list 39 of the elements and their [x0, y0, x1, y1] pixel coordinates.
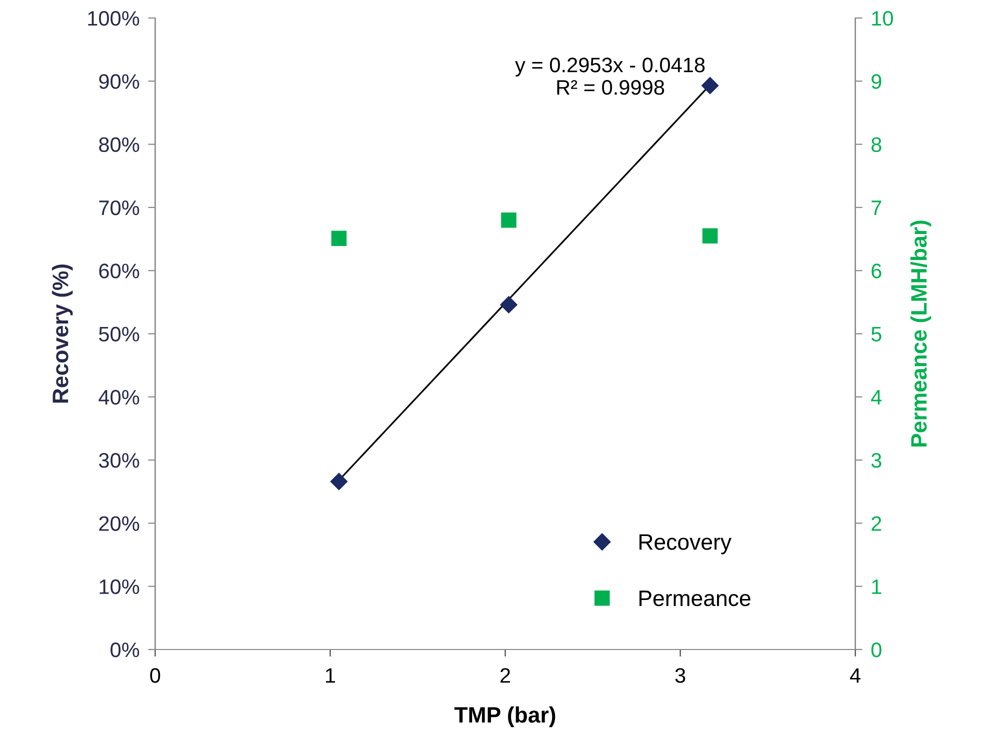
- legend-label: Permeance: [639, 590, 750, 606]
- point: [331, 230, 347, 246]
- y-tick-label: 80%: [99, 137, 140, 152]
- y-tick-label: 50%: [99, 326, 140, 342]
- x-tick-label: 0: [150, 668, 160, 683]
- y2-tick-label: 7: [872, 200, 882, 215]
- y-tick-label: 0%: [110, 642, 140, 658]
- annotation: y = 0.2953x - 0.0418 R² = 0.9998: [515, 58, 705, 95]
- x-tick-label: 3: [675, 668, 686, 683]
- y-tick-label: 70%: [99, 200, 140, 216]
- y-tick-label: 60%: [99, 264, 140, 278]
- y2-tick-label: 5: [871, 326, 882, 342]
- y2-tick-label: 2: [872, 516, 882, 531]
- y2-tick-label: 6: [872, 264, 882, 278]
- y2-tick-label: 1: [872, 580, 882, 594]
- y-tick-label: 20%: [99, 516, 140, 531]
- x-tick-label: 4: [850, 668, 861, 683]
- y-tick-label: 100%: [88, 11, 140, 26]
- point: [701, 77, 719, 94]
- y-tick-label: 30%: [98, 453, 140, 468]
- point: [501, 212, 516, 228]
- x-tick-label: 1: [326, 668, 335, 683]
- x-axis-title: TMP (bar): [454, 706, 556, 728]
- y-tick-label: 10%: [100, 579, 140, 594]
- point: [330, 472, 348, 490]
- y-tick-label: 90%: [99, 74, 140, 89]
- y2-tick-label: 3: [871, 453, 882, 468]
- x-tick-label: 2: [500, 668, 510, 683]
- y-axis-title: Recovery (%): [52, 264, 73, 403]
- point: [702, 228, 718, 244]
- y2-axis-title: Permeance (LMH/bar): [910, 220, 932, 446]
- y2-tick-label: 8: [872, 137, 882, 152]
- y2-tick-label: 4: [871, 390, 882, 404]
- y2-tick-label: 9: [872, 74, 882, 89]
- legend-label: Recovery: [639, 534, 732, 554]
- y2-tick-label: 0: [871, 642, 882, 658]
- point: [500, 296, 518, 314]
- y2-tick-label: 10: [872, 11, 893, 26]
- y-tick-label: 40%: [98, 390, 140, 405]
